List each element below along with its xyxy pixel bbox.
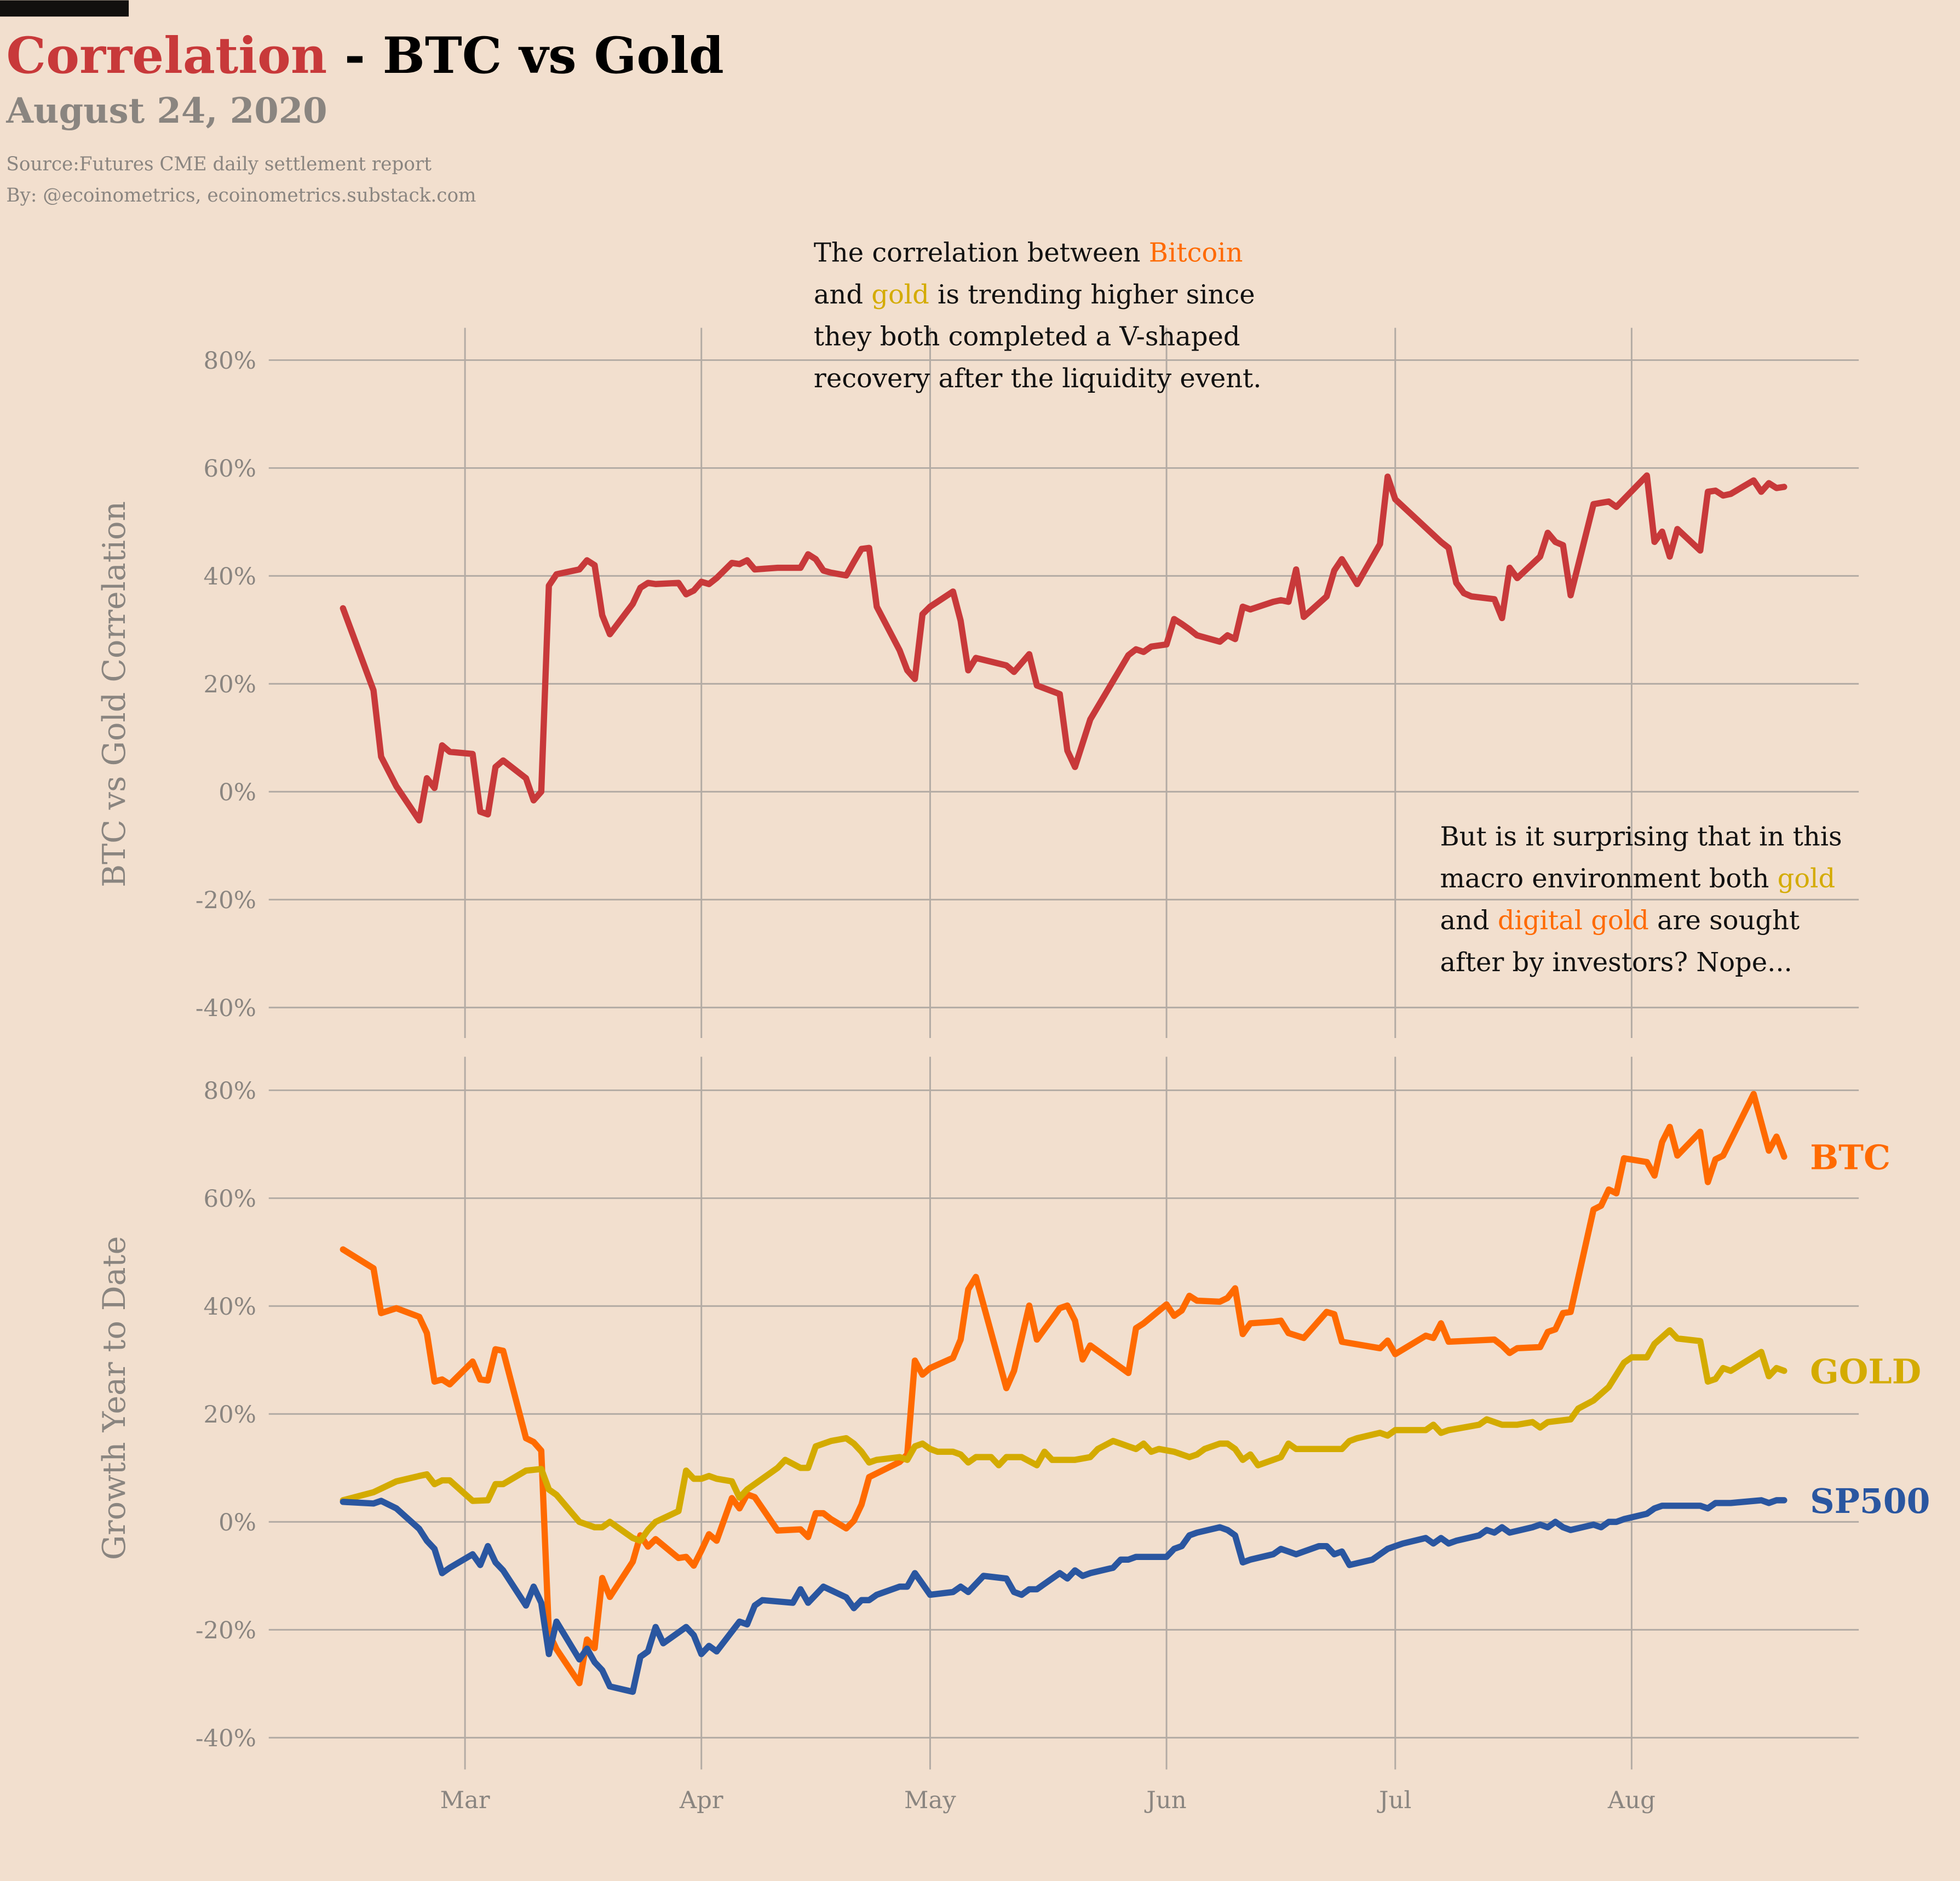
annotation-line: and digital gold are sought <box>1440 905 1800 936</box>
annotation-1: The correlation between Bitcoin and gold … <box>814 238 1262 394</box>
source-note: Source:Futures CME daily settlement repo… <box>6 153 432 175</box>
y-axis-label: BTC vs Gold Correlation <box>96 501 133 887</box>
annotation-line: macro environment both gold <box>1440 864 1835 894</box>
annotation-text: macro environment both <box>1440 864 1777 894</box>
correlation-panel: 80% 60% 40% 20% 0% -20% -40% BTC vs Gold Correl… <box>96 328 1859 1039</box>
y-tick-label: 20% <box>204 1401 256 1429</box>
byline: By: @ecoinometrics, ecoinometrics.substa… <box>6 185 476 207</box>
annotation-text: and <box>814 280 871 310</box>
x-tick-label: Mar <box>440 1787 490 1814</box>
series-line-gold <box>340 1327 1787 1544</box>
y-tick-label: 60% <box>204 1185 256 1213</box>
series-label-gold: GOLD <box>1810 1351 1921 1391</box>
title-rest: - BTC vs Gold <box>327 26 724 85</box>
annotation-text: The correlation between <box>814 238 1149 268</box>
chart-title: Correlation - BTC vs Gold <box>6 26 723 85</box>
highlighted-word: gold <box>1778 864 1836 894</box>
annotation-text: recovery after the liquidity event. <box>814 364 1262 394</box>
y-tick-label: 80% <box>204 347 256 375</box>
annotation-line: recovery after the liquidity event. <box>814 364 1262 394</box>
highlighted-word: Bitcoin <box>1149 238 1243 268</box>
annotation-text: But is it surprising that in this <box>1440 822 1842 852</box>
annotation-text: after by investors? Nope... <box>1440 948 1792 978</box>
x-tick-label: Aug <box>1607 1787 1656 1814</box>
annotation-line: The correlation between Bitcoin <box>814 238 1243 268</box>
annotation-text: they both completed a V-shaped <box>814 322 1240 352</box>
x-tick-label: May <box>904 1787 956 1814</box>
x-tick-label: Apr <box>679 1787 723 1814</box>
x-tick-label: Jul <box>1377 1787 1411 1814</box>
y-tick-label: 20% <box>204 671 256 698</box>
y-tick-label: 80% <box>204 1077 256 1105</box>
annotations: The correlation between Bitcoin and gold … <box>814 238 1842 978</box>
title-highlight: Correlation <box>6 26 327 85</box>
y-tick-label: -20% <box>196 887 256 914</box>
growth-panel: 80% 60% 40% 20% 0% -20% -40% Mar Apr May Jun Jul Aug… <box>96 1057 1930 1814</box>
annotation-line: But is it surprising that in this <box>1440 822 1842 852</box>
y-tick-label: -20% <box>196 1617 256 1644</box>
annotation-line: they both completed a V-shaped <box>814 322 1240 352</box>
highlighted-word: gold <box>871 280 929 310</box>
annotation-text: is trending higher since <box>929 280 1255 310</box>
series-line-sp500 <box>340 1497 1787 1695</box>
y-tick-label: 60% <box>204 455 256 483</box>
annotation-2: But is it surprising that in this macro e… <box>1440 822 1842 978</box>
series-label-btc: BTC <box>1810 1137 1890 1177</box>
y-tick-label: 40% <box>204 563 256 590</box>
y-tick-label: 0% <box>219 1509 256 1536</box>
y-tick-label: 0% <box>219 779 256 806</box>
y-tick-label: -40% <box>196 995 256 1022</box>
brand-bar <box>0 0 129 17</box>
chart-date: August 24, 2020 <box>5 90 327 131</box>
y-tick-label: 40% <box>204 1293 256 1321</box>
annotation-text: and <box>1440 905 1497 936</box>
series-line-btc-vs-gold-correlation <box>340 472 1787 824</box>
highlighted-word: digital gold <box>1498 905 1649 936</box>
annotation-text: are sought <box>1649 905 1800 936</box>
annotation-line: and gold is trending higher since <box>814 280 1255 310</box>
x-tick-label: Jun <box>1144 1787 1186 1814</box>
y-tick-label: -40% <box>196 1725 256 1752</box>
annotation-line: after by investors? Nope... <box>1440 948 1792 978</box>
series-label-sp500: SP500 <box>1810 1481 1930 1521</box>
y-axis-label: Growth Year to Date <box>96 1236 133 1561</box>
